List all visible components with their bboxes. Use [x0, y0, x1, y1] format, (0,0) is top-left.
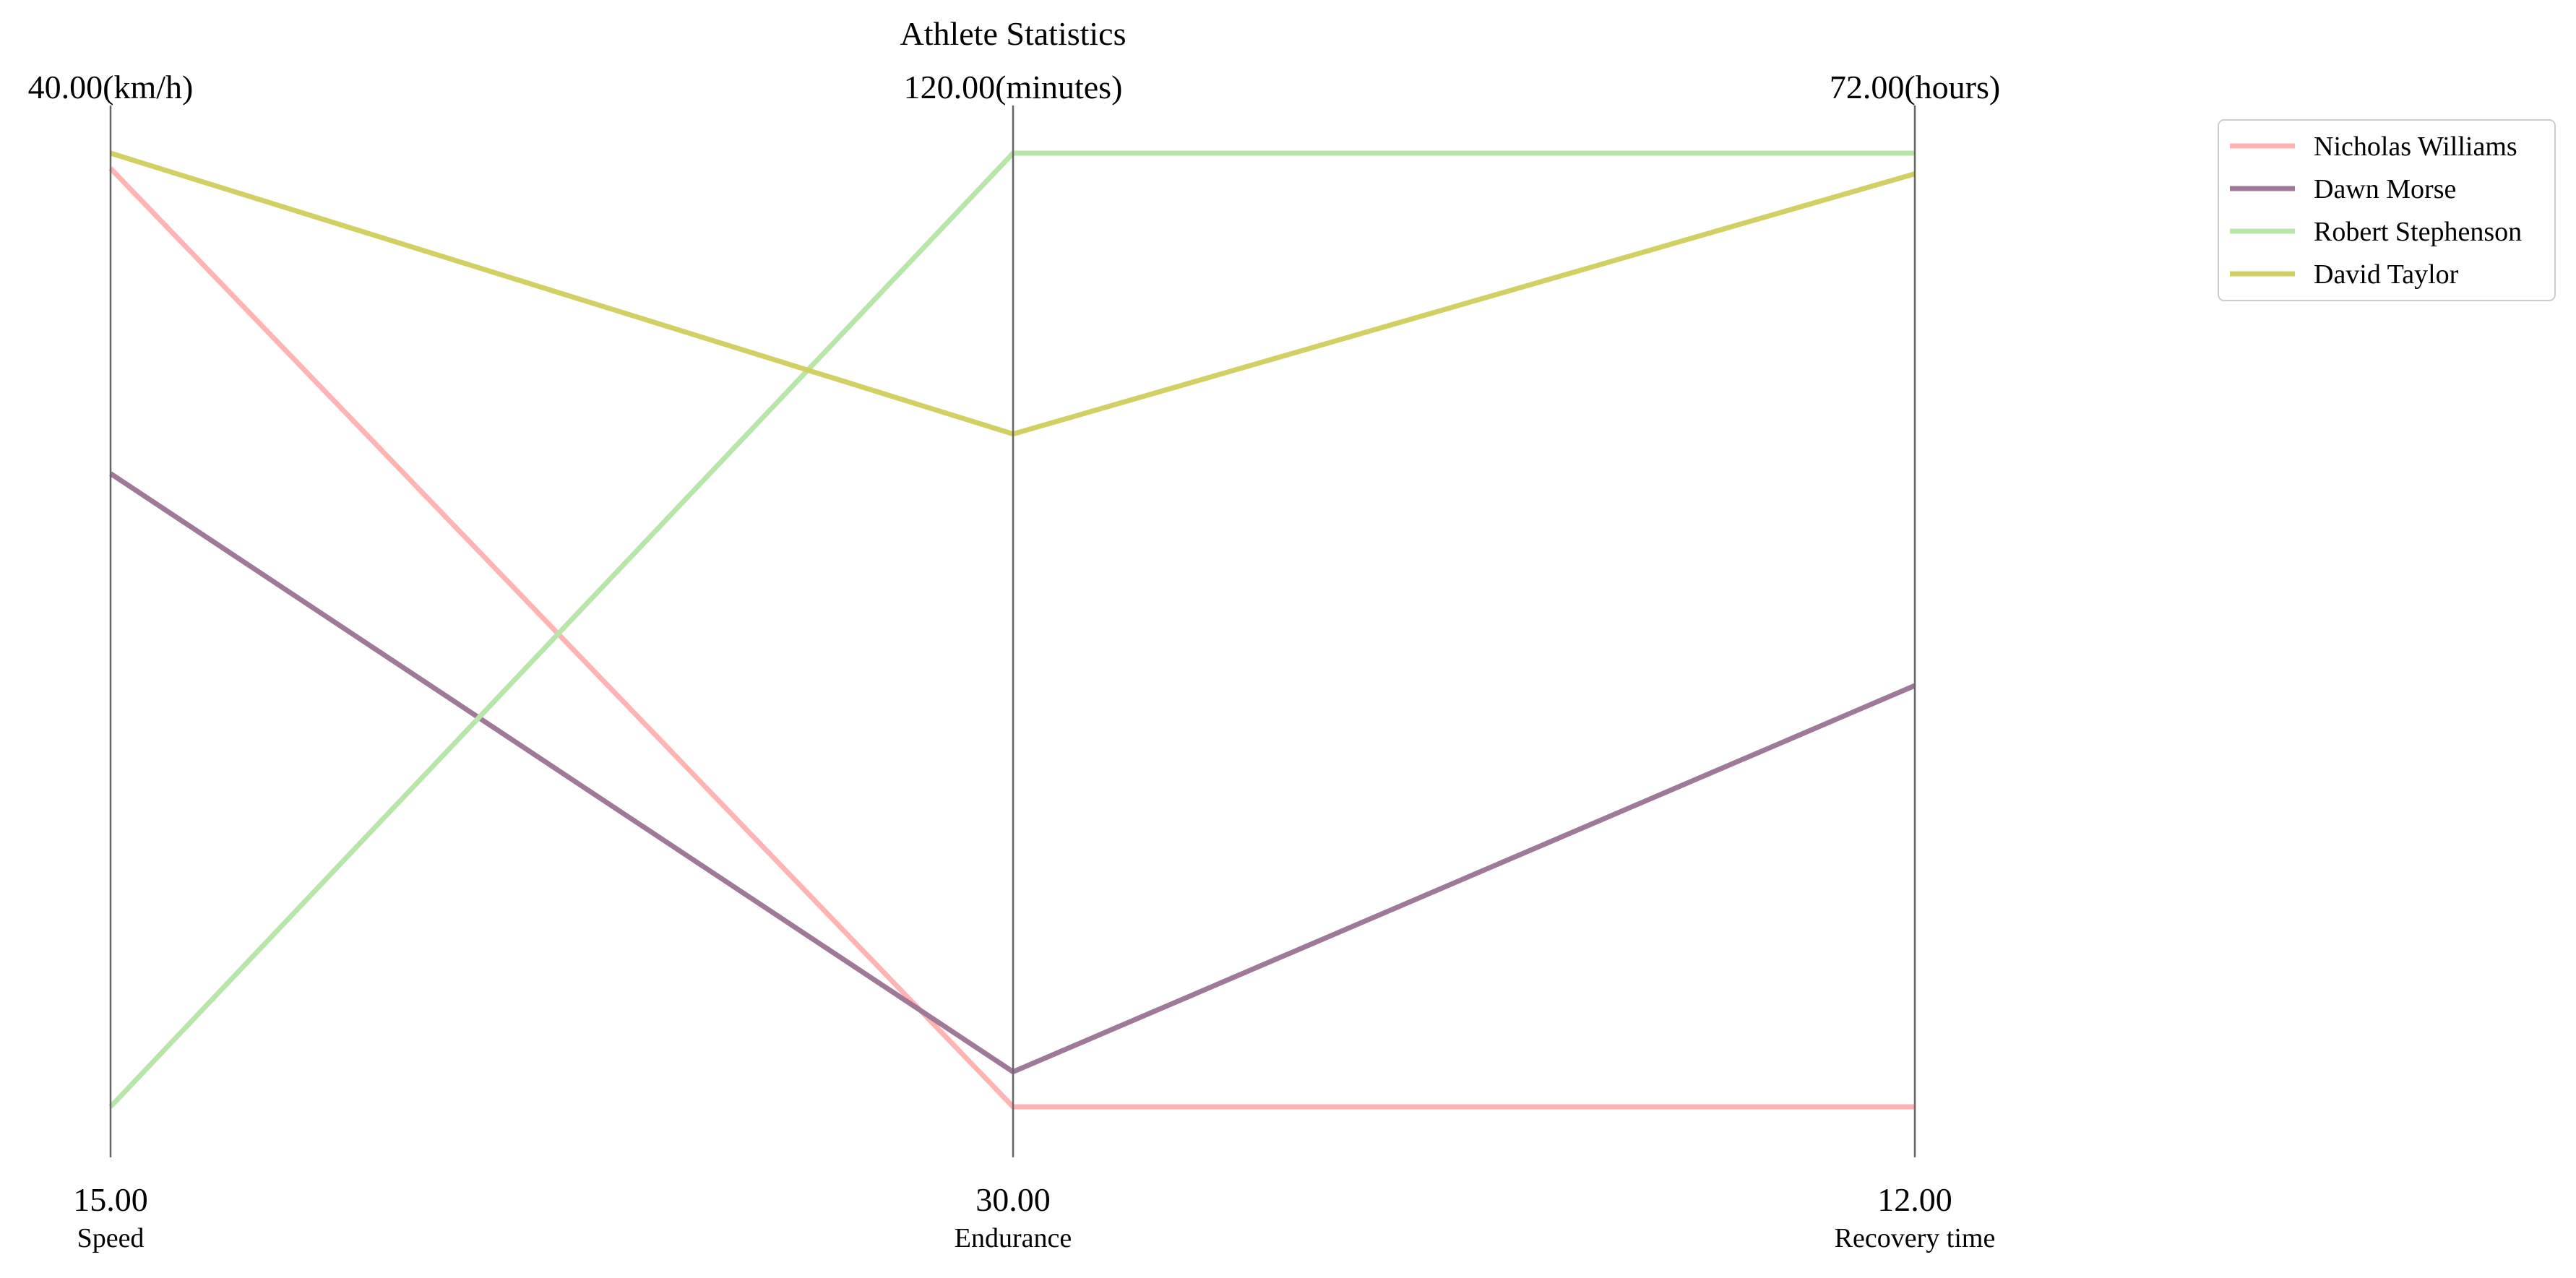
- axis-name-recovery-time: Recovery time: [1835, 1223, 1996, 1253]
- axis-max-label-recovery-time: 72.00(hours): [1830, 69, 2000, 105]
- axis-min-label-speed: 15.00: [73, 1181, 148, 1218]
- chart-title: Athlete Statistics: [900, 15, 1126, 52]
- legend-label: David Taylor: [2314, 259, 2459, 290]
- axes: [109, 105, 1916, 1157]
- legend-label: Dawn Morse: [2314, 174, 2456, 204]
- axis-max-label-endurance: 120.00(minutes): [904, 69, 1123, 105]
- axis-min-label-endurance: 30.00: [975, 1181, 1051, 1218]
- axis-min-label-recovery-time: 12.00: [1877, 1181, 1952, 1218]
- legend-item-david-taylor: David Taylor: [2230, 259, 2459, 290]
- legend: Nicholas Williams Dawn Morse Robert Stephe…: [2218, 119, 2556, 301]
- axis-name-speed: Speed: [77, 1223, 145, 1253]
- axis-max-label-speed: 40.00(km/h): [28, 69, 194, 105]
- axis-labels: 40.00(km/h) 15.00 Speed 120.00(minutes) 30.0…: [28, 69, 2001, 1253]
- axis-name-endurance: Endurance: [955, 1223, 1072, 1253]
- legend-box: [2218, 119, 2556, 301]
- legend-label: Robert Stephenson: [2314, 217, 2522, 247]
- legend-item-dawn-morse: Dawn Morse: [2230, 174, 2456, 204]
- legend-item-nicholas-williams: Nicholas Williams: [2230, 131, 2517, 162]
- legend-item-robert-stephenson: Robert Stephenson: [2230, 217, 2522, 247]
- legend-label: Nicholas Williams: [2314, 131, 2517, 162]
